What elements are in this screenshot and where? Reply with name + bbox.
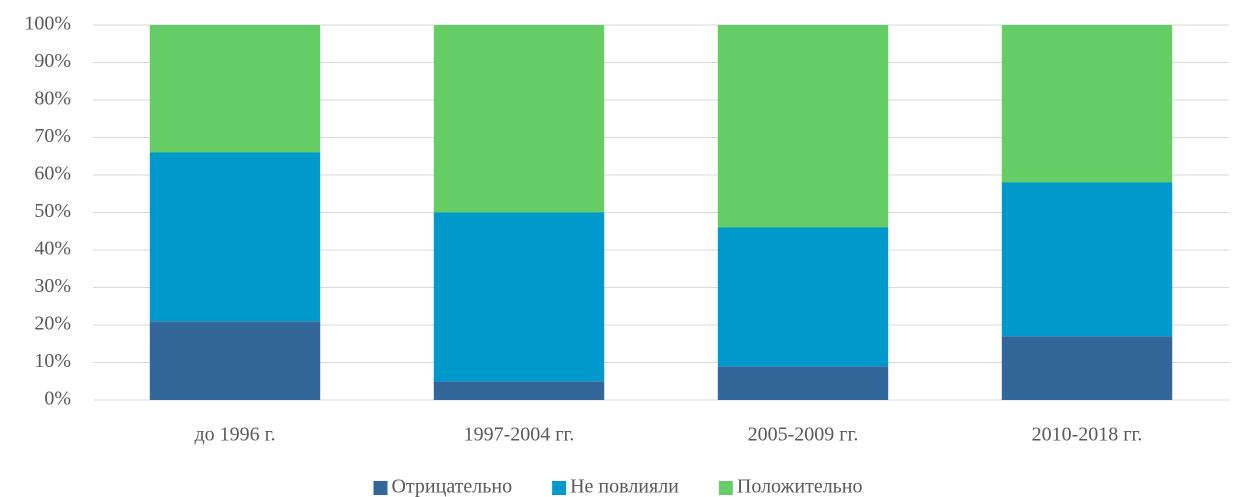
bar-segment bbox=[1001, 182, 1173, 337]
bar-segment bbox=[717, 366, 889, 400]
legend-swatch bbox=[718, 481, 733, 495]
bar-segment bbox=[717, 25, 889, 228]
bar-segment bbox=[149, 321, 321, 400]
legend-label: Не повлияли bbox=[570, 476, 679, 497]
bar-segment bbox=[717, 227, 889, 367]
y-tick-label: 100% bbox=[24, 13, 71, 35]
y-tick-label: 60% bbox=[34, 163, 71, 185]
y-tick-label: 20% bbox=[34, 313, 71, 335]
y-tick-label: 70% bbox=[34, 125, 71, 147]
x-tick-label: 2010-2018 гг. bbox=[1032, 424, 1143, 446]
bar-segment bbox=[149, 152, 321, 322]
bar-segment bbox=[433, 212, 605, 382]
bar-segment bbox=[433, 25, 605, 213]
x-tick-label: до 1996 г. bbox=[194, 424, 275, 446]
legend-label: Положительно bbox=[737, 476, 863, 497]
bar-segment bbox=[149, 25, 321, 153]
y-tick-label: 0% bbox=[44, 388, 71, 410]
legend-label: Отрицательно bbox=[391, 476, 512, 497]
y-tick-label: 90% bbox=[34, 50, 71, 72]
x-tick-label: 2005-2009 гг. bbox=[748, 424, 859, 446]
y-tick-label: 50% bbox=[34, 200, 71, 222]
y-tick-label: 30% bbox=[34, 275, 71, 297]
y-tick-label: 40% bbox=[34, 238, 71, 260]
legend-swatch bbox=[552, 481, 567, 495]
bar-segment bbox=[1001, 25, 1173, 183]
x-tick-label: 1997-2004 гг. bbox=[464, 424, 575, 446]
y-tick-label: 10% bbox=[34, 350, 71, 372]
bar-segment bbox=[433, 381, 605, 400]
bar-segment bbox=[1001, 336, 1173, 400]
y-tick-label: 80% bbox=[34, 88, 71, 110]
legend-swatch bbox=[373, 481, 388, 495]
